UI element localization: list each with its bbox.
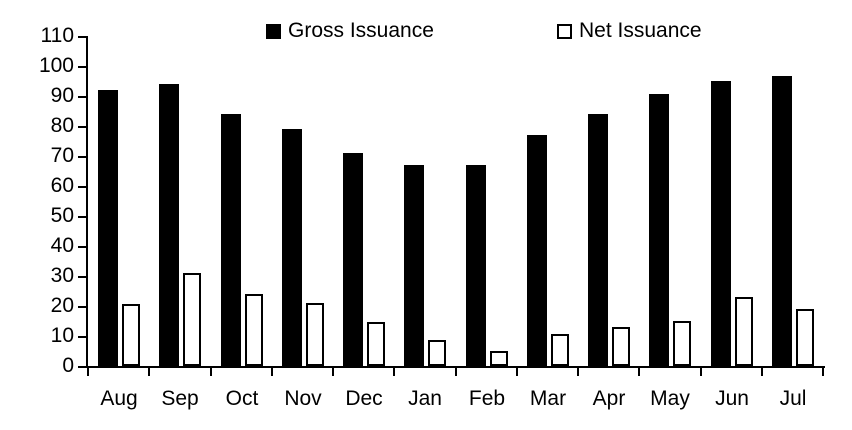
y-tick: [78, 66, 86, 68]
bar-gross-dec: [343, 153, 363, 366]
x-tick-label-feb: Feb: [468, 387, 506, 410]
x-tick-label-apr: Apr: [592, 387, 626, 410]
y-tick-label: 90: [50, 84, 74, 107]
x-axis-line: [86, 366, 825, 368]
legend-label-net-issuance: Net Issuance: [579, 19, 702, 42]
bar-net-sep: [183, 273, 201, 366]
x-tick: [516, 366, 518, 376]
bar-net-jun: [735, 297, 753, 366]
x-tick: [332, 366, 334, 376]
bar-net-jan: [428, 340, 446, 366]
y-tick: [78, 156, 86, 158]
x-tick-label-jun: Jun: [715, 387, 749, 410]
y-tick-label: 50: [50, 204, 74, 227]
bar-net-oct: [245, 294, 263, 366]
x-tick-label-jul: Jul: [779, 387, 807, 410]
y-tick-label: 10: [50, 324, 74, 347]
x-tick: [822, 366, 824, 376]
x-tick-label-oct: Oct: [225, 387, 259, 410]
gross-issuance-swatch-icon: [266, 23, 281, 39]
bar-net-apr: [612, 327, 630, 366]
bar-gross-sep: [159, 84, 179, 366]
bar-net-may: [673, 321, 691, 366]
x-tick: [210, 366, 212, 376]
bar-gross-aug: [98, 90, 118, 366]
bar-gross-may: [649, 94, 669, 366]
x-tick: [455, 366, 457, 376]
y-tick-label: 20: [50, 294, 74, 317]
y-tick-label: 40: [50, 234, 74, 257]
x-tick: [393, 366, 395, 376]
bar-net-aug: [122, 304, 140, 366]
bar-gross-jan: [404, 165, 424, 366]
x-tick-label-may: May: [650, 387, 690, 410]
bar-net-jul: [796, 309, 814, 366]
y-tick: [78, 276, 86, 278]
bar-gross-apr: [588, 114, 608, 366]
bar-net-nov: [306, 303, 324, 366]
bar-gross-jul: [772, 76, 792, 366]
x-tick-label-mar: Mar: [529, 387, 567, 410]
x-tick-label-jan: Jan: [408, 387, 442, 410]
y-tick-label: 100: [38, 54, 74, 77]
bar-gross-nov: [282, 129, 302, 366]
bar-gross-mar: [527, 135, 547, 366]
y-tick: [78, 36, 86, 38]
y-tick: [78, 246, 86, 248]
x-tick: [700, 366, 702, 376]
bar-gross-feb: [466, 165, 486, 366]
x-tick: [577, 366, 579, 376]
net-issuance-swatch-icon: [557, 23, 572, 39]
y-tick-label: 60: [50, 174, 74, 197]
y-tick: [78, 366, 86, 368]
y-tick-label: 80: [50, 114, 74, 137]
y-tick-label: 30: [50, 264, 74, 287]
x-tick: [638, 366, 640, 376]
bar-gross-jun: [711, 81, 731, 366]
bar-net-dec: [367, 322, 385, 366]
y-tick: [78, 216, 86, 218]
x-tick-label-dec: Dec: [345, 387, 383, 410]
legend-item-gross-issuance: Gross Issuance: [266, 19, 434, 42]
x-tick: [148, 366, 150, 376]
x-tick: [761, 366, 763, 376]
y-tick-label: 70: [50, 144, 74, 167]
x-tick-label-nov: Nov: [284, 387, 322, 410]
legend-label-gross-issuance: Gross Issuance: [288, 19, 434, 42]
x-tick: [271, 366, 273, 376]
x-tick-label-sep: Sep: [161, 387, 199, 410]
bar-net-mar: [551, 334, 569, 366]
x-tick: [87, 366, 89, 376]
y-tick: [78, 336, 86, 338]
y-tick-label: 110: [40, 24, 74, 47]
y-tick: [78, 126, 86, 128]
y-axis-line: [86, 36, 88, 368]
x-tick-label-aug: Aug: [100, 387, 138, 410]
bar-net-feb: [490, 351, 508, 366]
y-tick: [78, 306, 86, 308]
bar-gross-oct: [221, 114, 241, 366]
y-tick: [78, 186, 86, 188]
y-tick-label: 0: [62, 354, 74, 377]
y-tick: [78, 96, 86, 98]
legend-item-net-issuance: Net Issuance: [557, 19, 702, 42]
